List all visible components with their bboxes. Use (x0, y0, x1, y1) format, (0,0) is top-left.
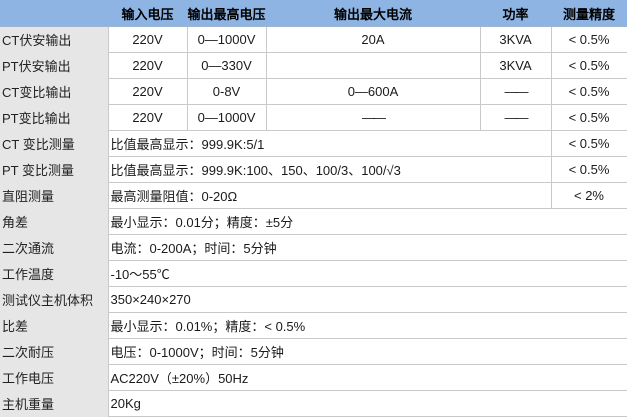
header-max-output-current: 输出最大电流 (266, 0, 480, 27)
table-row-ct-ratio-measure: CT 变比测量 比值最高显示：999.9K:5/1 < 0.5% (0, 130, 627, 157)
detail-text: 最高测量阻值：0-20Ω (107, 182, 552, 209)
table-row-working-voltage: 工作电压 AC220V（±20%）50Hz (0, 364, 627, 391)
accuracy-value: < 0.5% (550, 26, 627, 53)
row-label: 主机重量 (0, 390, 108, 417)
detail-text: 电流：0-200A；时间：5分钟 (107, 234, 627, 261)
max-current-value (265, 52, 481, 79)
input-voltage-value: 220V (107, 52, 188, 79)
table-row-host-weight: 主机重量 20Kg (0, 390, 627, 417)
table-row-working-temperature: 工作温度 -10～55℃ (0, 260, 627, 287)
max-voltage-value: 0—1000V (186, 26, 267, 53)
table-row-ct-ratio-output: CT变比输出 220V 0-8V 0—600A —— < 0.5% (0, 78, 627, 105)
row-label: 角差 (0, 208, 108, 235)
accuracy-value: < 0.5% (550, 52, 627, 79)
detail-text: 20Kg (107, 390, 627, 417)
header-input-voltage: 输入电压 (108, 0, 187, 27)
table-row-ratio-error: 比差 最小显示：0.01%；精度：< 0.5% (0, 312, 627, 339)
max-voltage-value: 0—330V (186, 52, 267, 79)
input-voltage-value: 220V (107, 78, 188, 105)
row-label: 工作温度 (0, 260, 108, 287)
detail-text: 比值最高显示：999.9K:100、150、100/3、100/√3 (107, 156, 552, 183)
accuracy-value: < 0.5% (550, 104, 627, 131)
detail-text: 最小显示：0.01分；精度：±5分 (107, 208, 627, 235)
accuracy-value: < 0.5% (550, 156, 627, 183)
power-value: 3KVA (479, 52, 552, 79)
row-label: PT伏安输出 (0, 52, 108, 79)
table-row-host-dimensions: 测试仪主机体积 350×240×270 (0, 286, 627, 313)
header-power: 功率 (480, 0, 551, 27)
power-value: —— (479, 104, 552, 131)
max-current-value: —— (265, 104, 481, 131)
row-label: 工作电压 (0, 364, 108, 391)
detail-text: -10～55℃ (107, 260, 627, 287)
row-label: CT伏安输出 (0, 26, 108, 53)
header-row: 输入电压 输出最高电压 输出最大电流 功率 测量精度 (0, 0, 627, 27)
input-voltage-value: 220V (107, 104, 188, 131)
table-row-angle-error: 角差 最小显示：0.01分；精度：±5分 (0, 208, 627, 235)
table-row-pt-ratio-measure: PT 变比测量 比值最高显示：999.9K:100、150、100/3、100/… (0, 156, 627, 183)
row-label: 测试仪主机体积 (0, 286, 108, 313)
header-max-output-voltage: 输出最高电压 (187, 0, 266, 27)
table-row-secondary-current: 二次通流 电流：0-200A；时间：5分钟 (0, 234, 627, 261)
max-current-value: 20A (265, 26, 481, 53)
row-label: PT变比输出 (0, 104, 108, 131)
detail-text: 电压：0-1000V；时间：5分钟 (107, 338, 627, 365)
row-label: 二次耐压 (0, 338, 108, 365)
input-voltage-value: 220V (107, 26, 188, 53)
table-row-pt-volt-ampere-output: PT伏安输出 220V 0—330V 3KVA < 0.5% (0, 52, 627, 79)
table-row-pt-ratio-output: PT变比输出 220V 0—1000V —— —— < 0.5% (0, 104, 627, 131)
max-voltage-value: 0—1000V (186, 104, 267, 131)
header-empty (0, 0, 108, 27)
power-value: —— (479, 78, 552, 105)
accuracy-value: < 0.5% (550, 130, 627, 157)
row-label: CT 变比测量 (0, 130, 108, 157)
power-value: 3KVA (479, 26, 552, 53)
detail-text: 350×240×270 (107, 286, 627, 313)
row-label: 比差 (0, 312, 108, 339)
max-voltage-value: 0-8V (186, 78, 267, 105)
header-accuracy: 测量精度 (551, 0, 627, 27)
accuracy-value: < 2% (550, 182, 627, 209)
table-row-dc-resistance-measure: 直阻测量 最高测量阻值：0-20Ω < 2% (0, 182, 627, 209)
accuracy-value: < 0.5% (550, 78, 627, 105)
detail-text: 最小显示：0.01%；精度：< 0.5% (107, 312, 627, 339)
detail-text: AC220V（±20%）50Hz (107, 364, 627, 391)
row-label: 二次通流 (0, 234, 108, 261)
detail-text: 比值最高显示：999.9K:5/1 (107, 130, 552, 157)
table-row-secondary-withstand-voltage: 二次耐压 电压：0-1000V；时间：5分钟 (0, 338, 627, 365)
row-label: CT变比输出 (0, 78, 108, 105)
max-current-value: 0—600A (265, 78, 481, 105)
table-row-ct-volt-ampere-output: CT伏安输出 220V 0—1000V 20A 3KVA < 0.5% (0, 26, 627, 53)
row-label: PT 变比测量 (0, 156, 108, 183)
row-label: 直阻测量 (0, 182, 108, 209)
